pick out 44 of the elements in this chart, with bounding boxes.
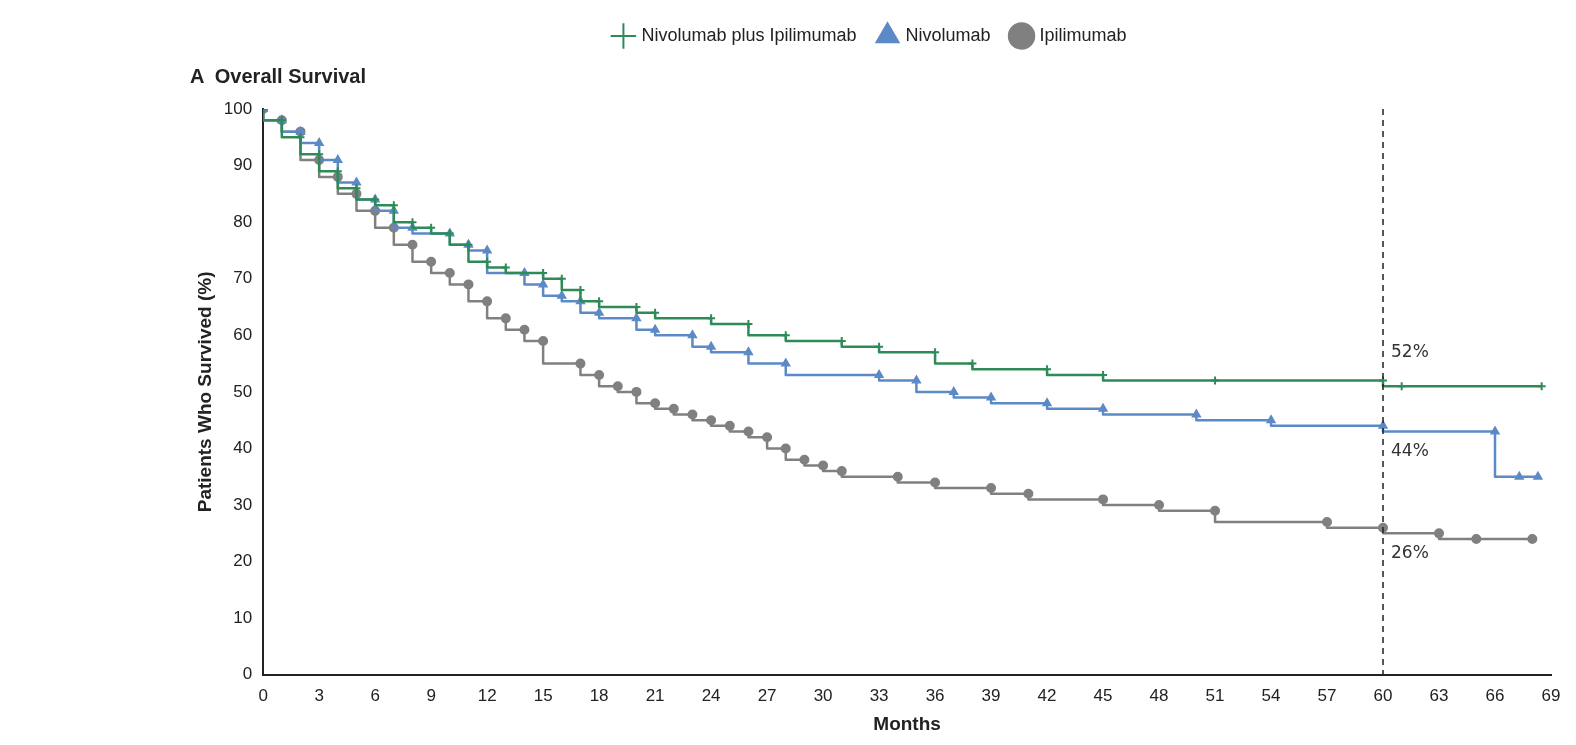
y-tick-label: 30 — [233, 494, 253, 514]
x-tick-label: 15 — [533, 685, 553, 705]
x-tick-label: 3 — [314, 685, 324, 705]
x-tick-label: 51 — [1205, 685, 1225, 705]
x-tick-label: 24 — [701, 685, 721, 705]
x-axis-title: Months — [873, 712, 941, 734]
x-tick-label: 39 — [981, 685, 1001, 705]
y-tick-label: 70 — [233, 268, 253, 288]
y-tick-label: 100 — [223, 98, 253, 118]
y-tick-label: 50 — [233, 381, 253, 401]
y-tick-label: 0 — [242, 664, 253, 684]
x-tick-label: 6 — [370, 685, 380, 705]
chart-title: A Overall Survival — [190, 64, 367, 87]
x-tick-label: 33 — [869, 685, 889, 705]
x-tick-label: 48 — [1149, 685, 1169, 705]
y-tick-label: 40 — [233, 438, 253, 458]
x-tick-label: 60 — [1373, 685, 1393, 705]
x-tick-label: 36 — [925, 685, 945, 705]
x-tick-label: 66 — [1485, 685, 1505, 705]
legend-label: Nivolumab — [905, 24, 991, 45]
x-tick-label: 9 — [426, 685, 436, 705]
data-label: 44% — [1391, 440, 1429, 461]
x-tick-label: 54 — [1261, 685, 1281, 705]
data-label: 26% — [1391, 542, 1429, 563]
legend-label: Ipilimumab — [1039, 24, 1127, 45]
x-tick-label: 12 — [477, 685, 497, 705]
x-tick-label: 21 — [645, 685, 665, 705]
x-tick-label: 27 — [757, 685, 777, 705]
x-tick-label: 57 — [1317, 685, 1337, 705]
y-tick-label: 20 — [233, 551, 253, 571]
y-tick-label: 80 — [233, 211, 253, 231]
x-tick-label: 42 — [1037, 685, 1057, 705]
x-tick-label: 63 — [1429, 685, 1449, 705]
x-tick-label: 30 — [813, 685, 833, 705]
x-tick-label: 18 — [589, 685, 609, 705]
y-axis-title: Patients Who Survived (%) — [193, 271, 215, 513]
x-tick-label: 0 — [258, 685, 268, 705]
y-tick-label: 60 — [233, 325, 253, 345]
x-tick-label: 45 — [1093, 685, 1113, 705]
data-label: 52% — [1391, 341, 1429, 362]
y-tick-label: 10 — [233, 607, 253, 627]
x-tick-label: 69 — [1541, 685, 1561, 705]
legend-label: Nivolumab plus Ipilimumab — [641, 24, 857, 45]
y-tick-label: 90 — [233, 155, 253, 175]
